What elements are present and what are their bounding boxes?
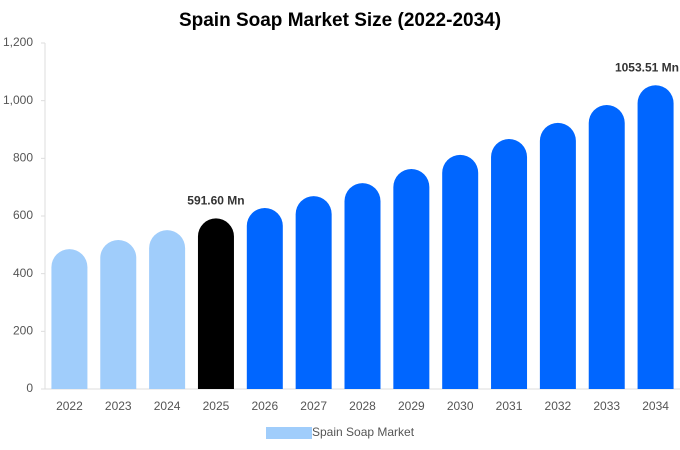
y-tick-label: 0 [26,381,33,395]
value-label: 1053.51 Mn [615,60,679,74]
y-tick-label: 600 [13,208,33,222]
x-tick-label: 2031 [496,399,523,413]
bar [149,230,186,389]
y-tick-label: 400 [13,266,33,280]
x-tick-label: 2032 [545,399,572,413]
x-tick-label: 2024 [154,399,181,413]
x-tick-label: 2025 [203,399,230,413]
chart-title: Spain Soap Market Size (2022-2034) [179,10,501,31]
x-tick-label: 2022 [56,399,83,413]
y-tick-label: 1,200 [3,35,33,49]
x-tick-label: 2029 [398,399,425,413]
x-tick-label: 2028 [349,399,376,413]
x-tick-label: 2026 [251,399,278,413]
y-tick-label: 1,000 [3,93,33,107]
x-tick-label: 2023 [105,399,132,413]
x-tick-label: 2030 [447,399,474,413]
legend-label: Spain Soap Market [312,425,415,439]
y-tick-label: 800 [13,151,33,165]
bar [344,183,381,389]
x-tick-label: 2027 [300,399,327,413]
bar [295,196,332,389]
bar [539,122,576,389]
value-label: 591.60 Mn [187,194,244,208]
bar [51,249,88,389]
bar [100,239,137,389]
bar [637,85,674,390]
y-tick-label: 200 [13,324,33,338]
bar [246,207,283,389]
x-tick-label: 2033 [593,399,620,413]
bar [442,154,479,389]
bar [588,104,625,389]
x-tick-label: 2034 [642,399,669,413]
bar [491,139,528,389]
legend-swatch [266,427,312,439]
bar [393,169,430,389]
bar [197,218,234,389]
